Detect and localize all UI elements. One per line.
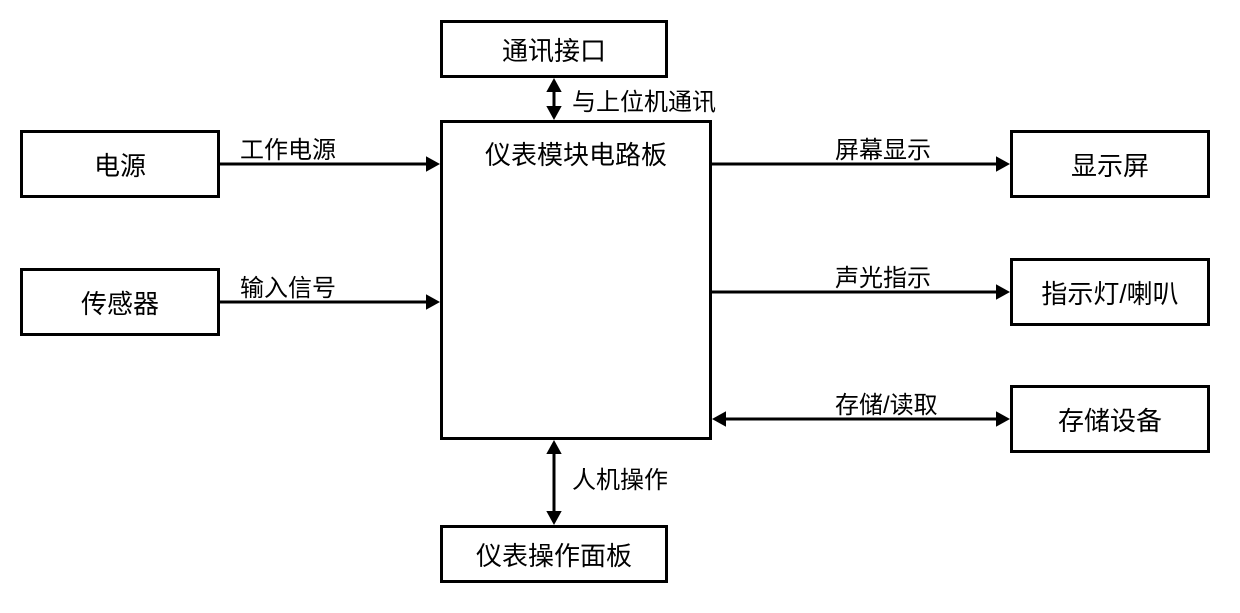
edge-label-1: 输入信号 — [240, 268, 336, 303]
node-sensor: 传感器 — [20, 268, 220, 336]
edge-label-6: 人机操作 — [572, 460, 668, 495]
node-sensor-label: 传感器 — [81, 284, 159, 321]
node-led-label: 指示灯/喇叭 — [1041, 274, 1178, 311]
node-comm-label: 通讯接口 — [502, 31, 606, 68]
edge-label-3: 屏幕显示 — [835, 130, 931, 165]
node-power: 电源 — [20, 130, 220, 198]
edge-label-4: 声光指示 — [835, 258, 931, 293]
node-core-label: 仪表模块电路板 — [485, 135, 667, 172]
node-display-label: 显示屏 — [1071, 146, 1149, 183]
node-core: 仪表模块电路板 — [440, 120, 712, 440]
node-panel-label: 仪表操作面板 — [476, 536, 632, 573]
node-comm: 通讯接口 — [440, 20, 668, 78]
node-display: 显示屏 — [1010, 130, 1210, 198]
node-storage-label: 存储设备 — [1058, 401, 1162, 438]
edge-label-0: 工作电源 — [240, 130, 336, 165]
diagram-canvas: 通讯接口 电源 传感器 仪表模块电路板 显示屏 指示灯/喇叭 存储设备 仪表操作… — [0, 0, 1240, 613]
node-storage: 存储设备 — [1010, 385, 1210, 453]
node-power-label: 电源 — [94, 146, 146, 183]
node-led: 指示灯/喇叭 — [1010, 258, 1210, 326]
edge-label-5: 存储/读取 — [835, 385, 938, 420]
node-panel: 仪表操作面板 — [440, 525, 668, 583]
edge-label-2: 与上位机通讯 — [572, 82, 716, 117]
